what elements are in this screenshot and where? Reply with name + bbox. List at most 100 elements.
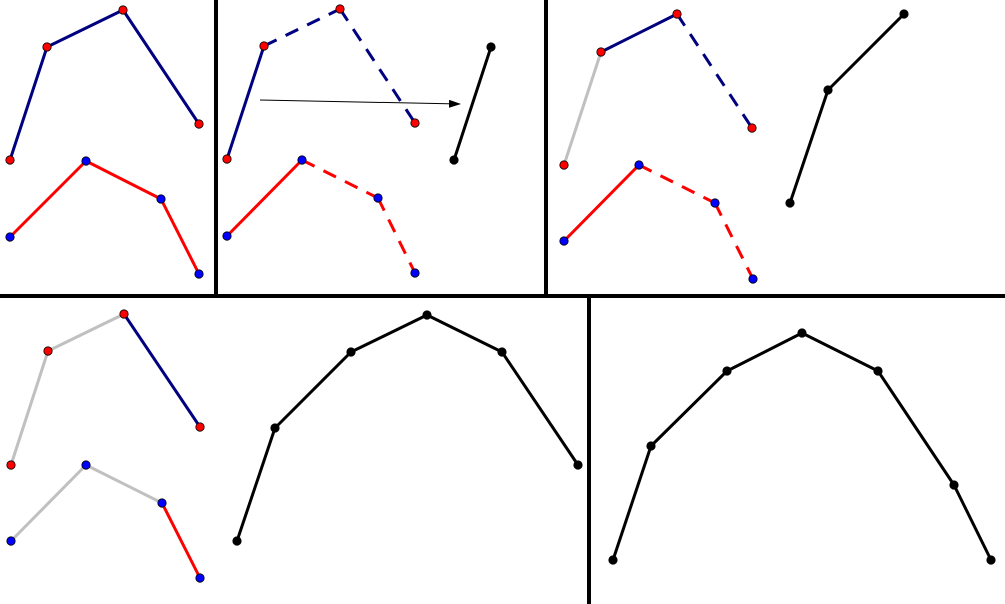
- merged-polyline-segment: [952, 484, 993, 561]
- vertex-point: [646, 441, 656, 451]
- vertex-point: [156, 194, 166, 204]
- vertex-point: [81, 460, 91, 470]
- vertex-point: [899, 9, 909, 19]
- panel-5: [608, 328, 996, 565]
- merged-polyline-segment: [235, 427, 277, 542]
- merged-polyline: [785, 9, 909, 208]
- red-polyline-segment: [225, 158, 304, 238]
- merged-polyline-segment: [350, 313, 428, 354]
- blue-polyline-segment: [47, 312, 125, 353]
- vertex-point: [195, 422, 205, 432]
- red-polyline-segment: [85, 463, 163, 505]
- vertex-point: [949, 480, 959, 490]
- blue-polyline: [559, 9, 757, 170]
- vertex-point: [710, 198, 720, 208]
- blue-polyline: [222, 4, 420, 164]
- blue-polyline-segment: [9, 350, 50, 466]
- vertex-point: [157, 498, 167, 508]
- vertex-point: [118, 5, 128, 15]
- vertex-point: [573, 460, 583, 470]
- panel-2: [222, 4, 496, 278]
- blue-polyline-segment: [675, 13, 754, 129]
- vertex-point: [634, 160, 644, 170]
- blue-polyline: [6, 309, 205, 470]
- vertex-point: [5, 155, 15, 165]
- merged-polyline-segment: [788, 89, 830, 204]
- red-polyline: [6, 460, 205, 583]
- red-polyline-segment: [301, 158, 379, 200]
- merged-polyline-segment: [426, 313, 503, 354]
- merged-polyline-segment: [452, 46, 493, 161]
- blue-polyline: [5, 5, 204, 165]
- vertex-point: [449, 155, 459, 165]
- vertex-point: [410, 268, 420, 278]
- vertex-point: [559, 160, 569, 170]
- vertex-point: [42, 42, 52, 52]
- vertex-point: [722, 366, 732, 376]
- merged-polyline: [608, 328, 996, 565]
- merged-polyline-segment: [273, 350, 353, 430]
- blue-polyline-segment: [263, 7, 341, 48]
- vertex-point: [748, 274, 758, 284]
- vertex-point: [119, 309, 129, 319]
- merged-polyline-segment: [611, 445, 653, 561]
- vertex-point: [222, 231, 232, 241]
- vertex-point: [986, 555, 996, 565]
- vertex-point: [785, 198, 795, 208]
- merged-polyline-segment: [826, 12, 906, 92]
- panel-1: [5, 5, 204, 279]
- vertex-point: [335, 4, 345, 14]
- vertex-point: [596, 47, 606, 57]
- vertex-point: [270, 423, 280, 433]
- vertex-point: [422, 310, 432, 320]
- vertex-point: [823, 85, 833, 95]
- panel-4: [6, 309, 583, 583]
- merged-polyline-segment: [876, 370, 956, 486]
- vertex-point: [222, 154, 232, 164]
- blue-polyline-segment: [225, 45, 266, 160]
- vertex-point: [346, 347, 356, 357]
- vertex-point: [608, 555, 618, 565]
- vertex-point: [486, 42, 496, 52]
- vertex-point: [797, 328, 807, 338]
- merged-polyline-segment: [801, 331, 879, 373]
- vertex-point: [672, 9, 682, 19]
- red-polyline-segment: [376, 197, 417, 274]
- vertex-point: [6, 536, 16, 546]
- blue-polyline-segment: [562, 51, 603, 166]
- red-polyline: [222, 155, 420, 278]
- red-polyline-segment: [8, 159, 88, 239]
- vertex-point: [43, 346, 53, 356]
- vertex-point: [373, 193, 383, 203]
- blue-polyline-segment: [338, 8, 417, 124]
- vertex-point: [559, 236, 569, 246]
- vertex-point: [194, 269, 204, 279]
- vertex-point: [259, 41, 269, 51]
- blue-polyline-segment: [600, 12, 678, 54]
- diagram-content: [5, 4, 996, 583]
- red-polyline-segment: [9, 463, 88, 543]
- vertex-point: [747, 123, 757, 133]
- red-polyline: [5, 156, 204, 279]
- vertex-point: [5, 232, 15, 242]
- vertex-point: [194, 119, 204, 129]
- merge-arrow: [259, 99, 461, 108]
- vertex-point: [497, 347, 507, 357]
- merged-polyline-segment: [500, 351, 580, 466]
- panel-3: [559, 9, 909, 284]
- red-polyline-segment: [638, 163, 716, 205]
- red-polyline-segment: [85, 159, 162, 201]
- vertex-point: [873, 366, 883, 376]
- blue-polyline-segment: [8, 46, 49, 161]
- blue-polyline-segment: [121, 9, 201, 125]
- vertex-point: [410, 118, 420, 128]
- merged-polyline-segment: [649, 369, 729, 448]
- red-polyline-segment: [160, 502, 202, 579]
- red-polyline-segment: [562, 163, 641, 243]
- vertex-point: [81, 156, 91, 166]
- merged-polyline: [232, 310, 583, 546]
- vertex-point: [297, 155, 307, 165]
- red-polyline-segment: [713, 202, 755, 280]
